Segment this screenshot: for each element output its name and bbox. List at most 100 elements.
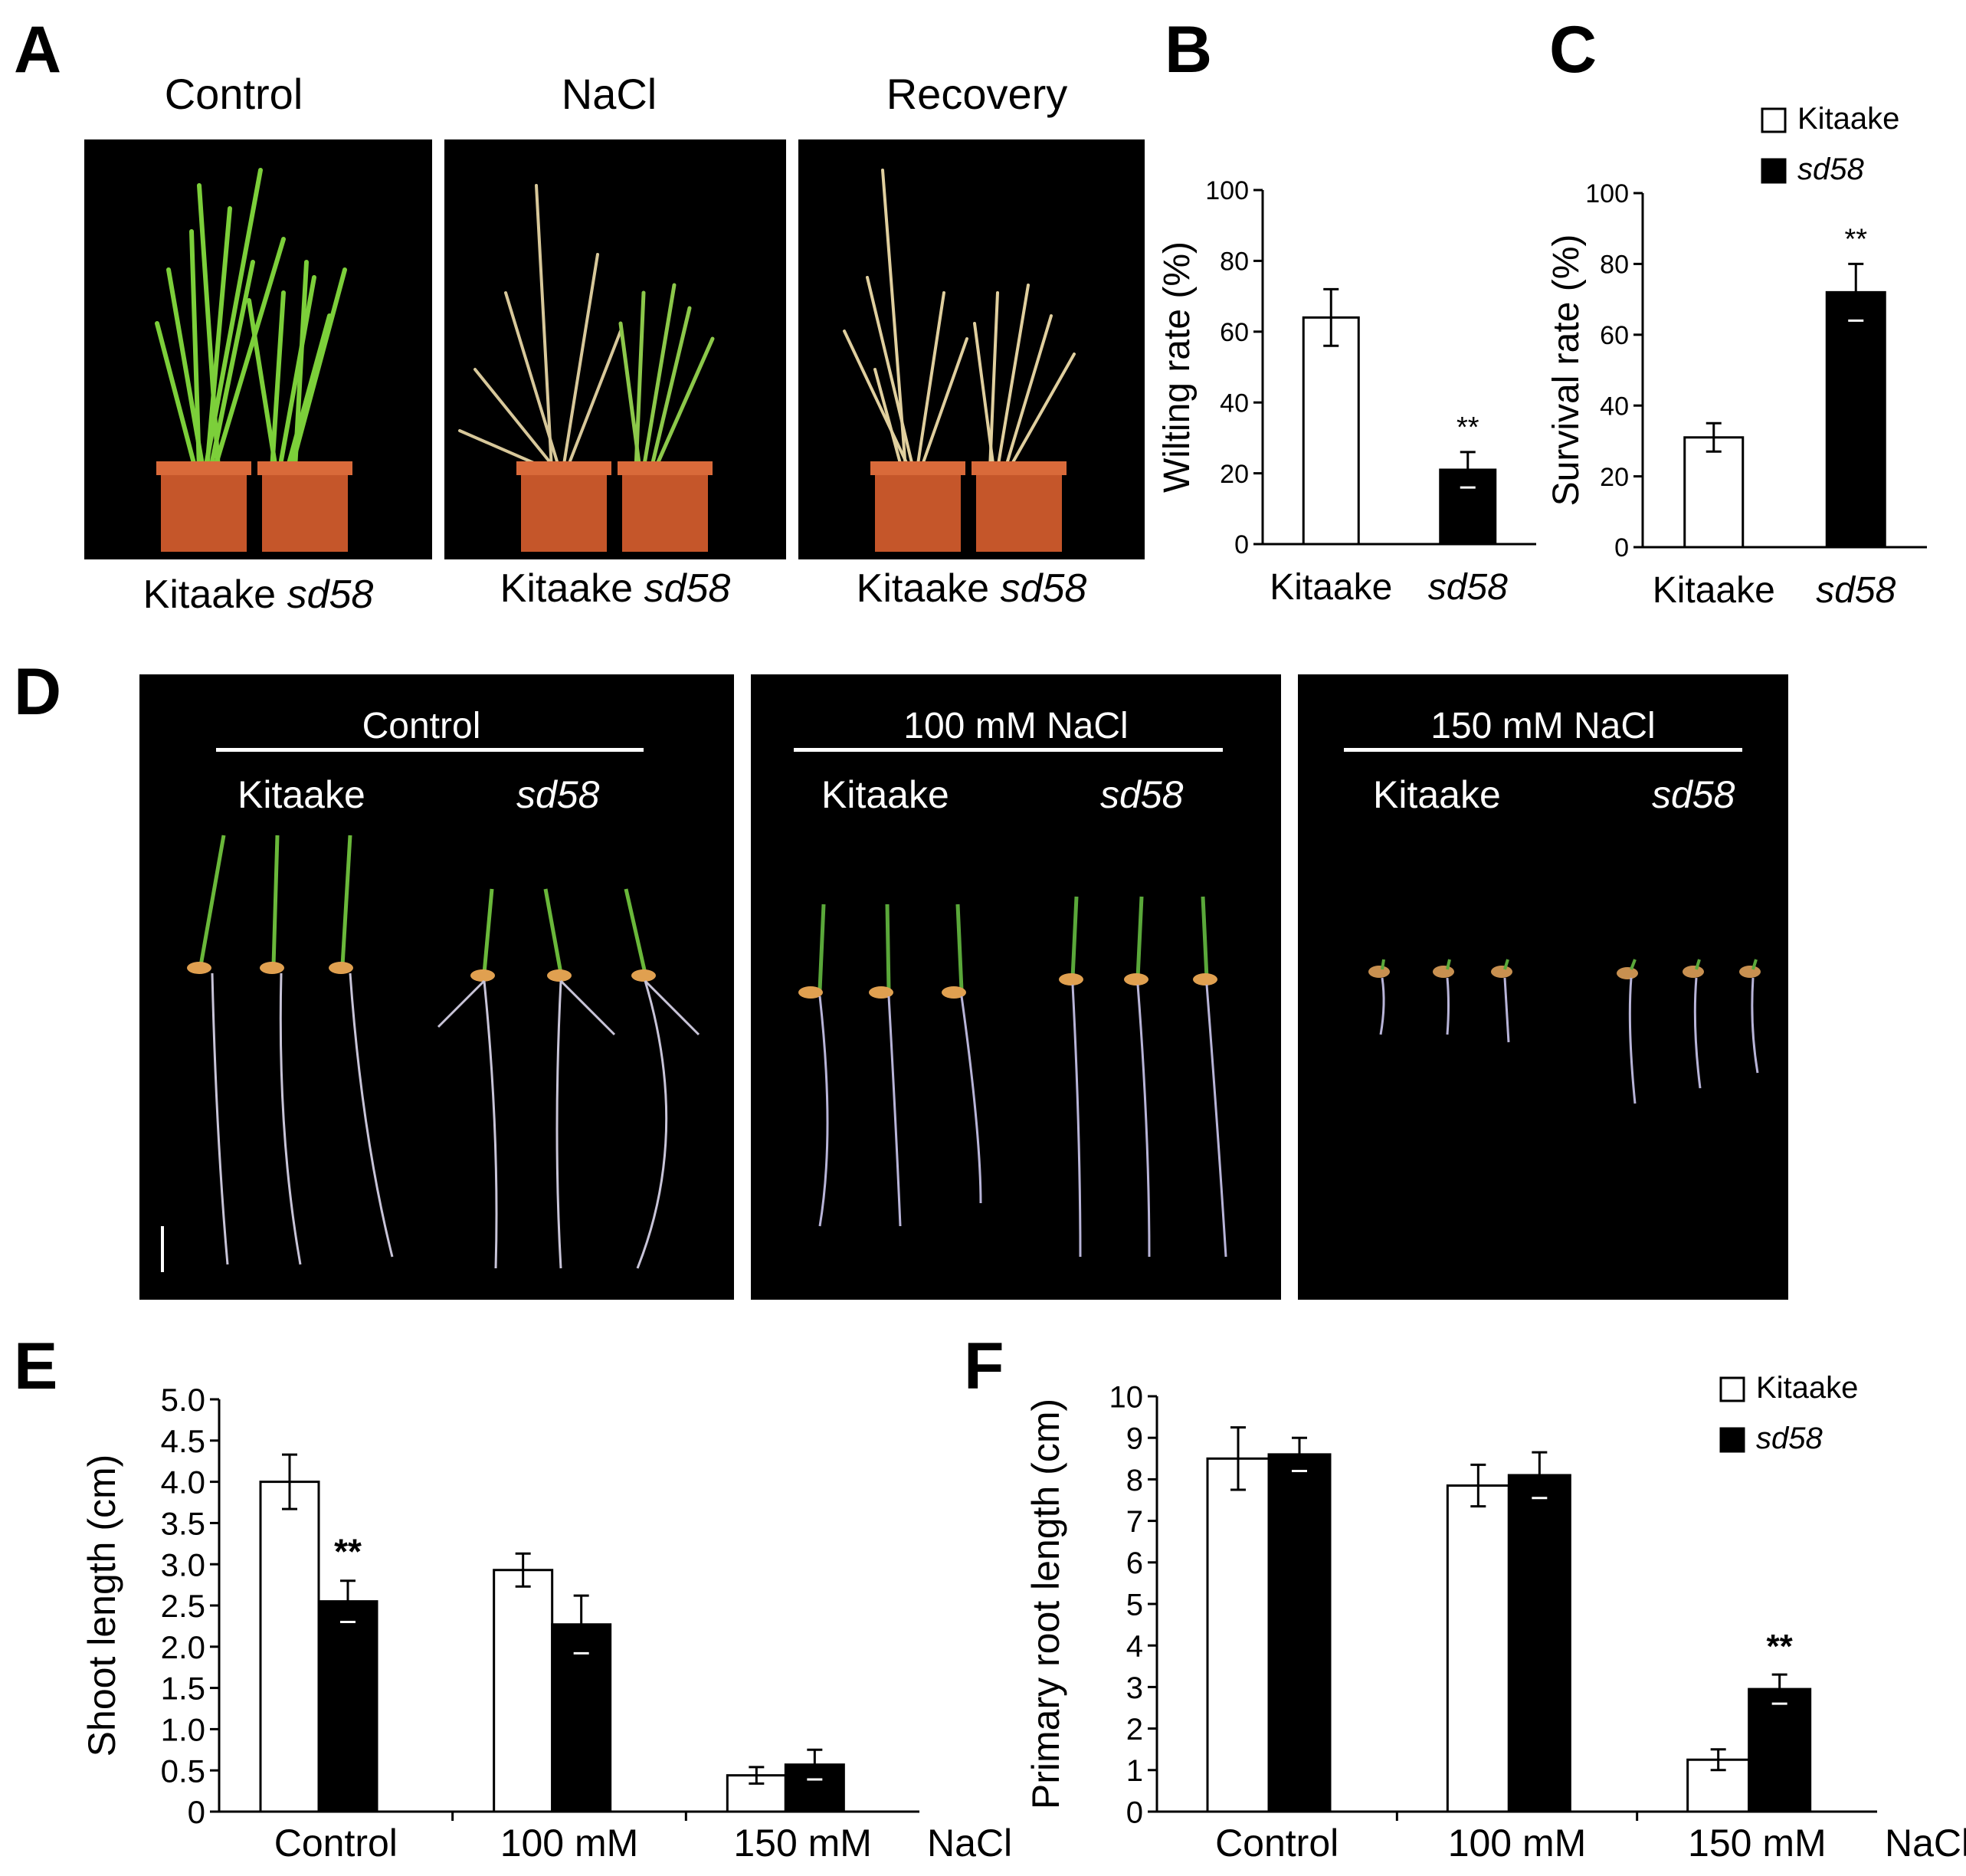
- panel-a-photo-recovery: [798, 139, 1145, 559]
- y-tick-label: 0: [1126, 1796, 1143, 1829]
- legend-label: Kitaake: [1797, 102, 1899, 136]
- recovery-plants-image: [843, 169, 1076, 552]
- panel-d-photo-150mm: 150 mM NaCl Kitaake sd58: [1298, 674, 1788, 1300]
- y-tick-label: 2.5: [161, 1588, 205, 1624]
- bar-sd58: [551, 1623, 612, 1813]
- genotype-wt-label: Kitaake: [143, 572, 277, 617]
- y-tick-label: 2.0: [161, 1629, 205, 1665]
- y-tick-label: 60: [1600, 321, 1629, 350]
- y-tick-label: 0: [1614, 533, 1629, 562]
- genotype-wt-label: Kitaake: [821, 773, 949, 816]
- x-tick-label: 100 mM: [1448, 1822, 1587, 1865]
- panel-d-title-150mm: 150 mM NaCl: [1430, 706, 1656, 746]
- bar-Kitaake: [259, 1481, 320, 1813]
- panel-letter-b: B: [1165, 13, 1213, 87]
- x-tick-label: sd58: [1428, 567, 1508, 608]
- nacl-plants-image: [458, 184, 715, 552]
- y-axis-label: Primary root length (cm): [1027, 1399, 1067, 1809]
- y-tick-label: 40: [1220, 389, 1249, 418]
- nacl-100-seedlings-image: [798, 896, 1227, 1258]
- y-tick-label: 3.5: [161, 1506, 205, 1542]
- x-tick-label: 100 mM: [500, 1822, 639, 1865]
- underline: [1344, 748, 1742, 752]
- panel-a-caption-recovery: Kitaake sd58: [798, 566, 1145, 612]
- panel-a-title-nacl: NaCl: [561, 70, 657, 118]
- bar-Kitaake: [493, 1569, 554, 1813]
- chart-survival-rate: 0 20 40 60 80 100 Survival rate (%) Kitaake ** sd…: [1546, 102, 1927, 611]
- bar-sd58: [1748, 1687, 1812, 1813]
- genotype-mut-label: sd58: [287, 572, 374, 617]
- nacl-150-seedlings-image: [1368, 959, 1761, 1104]
- panel-a-photo-nacl: [444, 139, 786, 559]
- significance-mark: **: [1456, 412, 1479, 444]
- x-tick-label: 150 mM: [1688, 1822, 1827, 1865]
- y-tick-label: 80: [1220, 248, 1249, 277]
- y-tick-label: 0.5: [161, 1753, 205, 1789]
- y-tick-label: 10: [1109, 1380, 1144, 1414]
- y-tick-label: 6: [1126, 1546, 1143, 1580]
- control-seedlings-image: [161, 835, 700, 1272]
- y-tick-label: 9: [1126, 1422, 1143, 1456]
- legend-swatch: [1719, 1427, 1745, 1453]
- panel-letter-c: C: [1549, 13, 1597, 87]
- y-tick-label: 5: [1126, 1588, 1143, 1622]
- bar-Kitaake: [1446, 1484, 1510, 1813]
- genotype-wt-label: Kitaake: [500, 566, 634, 611]
- y-tick-label: 4.5: [161, 1423, 205, 1459]
- panel-d-title-100mm: 100 mM NaCl: [903, 706, 1129, 746]
- y-tick-label: 3.0: [161, 1546, 205, 1582]
- x-tick-label: 150 mM: [733, 1822, 872, 1865]
- bar-sd58: [1507, 1474, 1571, 1813]
- y-tick-label: 3: [1126, 1671, 1143, 1705]
- chart-shoot-length: 0 0.5 1.0 1.5 2.0 2.5 3.0 3.5 4.0 4.5 5.0 Shoot len…: [84, 1382, 1012, 1865]
- legend-swatch: [1761, 158, 1787, 184]
- y-tick-label: 8: [1126, 1464, 1143, 1497]
- bar-sd58: [1267, 1453, 1332, 1813]
- x-tick-label: Control: [1215, 1822, 1339, 1865]
- bar-Kitaake: [1302, 316, 1360, 546]
- legend-label: sd58: [1797, 153, 1864, 186]
- y-tick-label: 1.0: [161, 1712, 205, 1748]
- panel-letter-d: D: [14, 655, 62, 729]
- y-tick-label: 0: [1234, 530, 1249, 559]
- control-plants-image: [155, 168, 352, 552]
- panel-letter-f: F: [964, 1330, 1004, 1403]
- panel-a-caption-nacl: Kitaake sd58: [444, 566, 786, 612]
- y-tick-label: 20: [1600, 463, 1629, 492]
- genotype-wt-label: Kitaake: [856, 566, 990, 611]
- genotype-mut-label: sd58: [1000, 566, 1087, 611]
- legend-swatch: [1719, 1376, 1745, 1402]
- bar-sd58: [317, 1600, 378, 1813]
- genotype-wt-label: Kitaake: [238, 773, 365, 816]
- genotype-wt-label: Kitaake: [1373, 773, 1501, 816]
- panel-letter-e: E: [14, 1330, 58, 1403]
- bar-Kitaake: [1683, 436, 1745, 549]
- underline: [794, 748, 1223, 752]
- significance-mark: **: [334, 1532, 362, 1572]
- y-tick-label: 40: [1600, 392, 1629, 421]
- genotype-mut-label: sd58: [1652, 773, 1735, 816]
- y-tick-label: 5.0: [161, 1382, 205, 1418]
- x-tick-label: Kitaake: [1653, 570, 1775, 611]
- panel-a-photo-control: [84, 139, 432, 559]
- x-tick-label: Kitaake: [1270, 567, 1392, 608]
- y-axis-label: Survival rate (%): [1546, 235, 1587, 507]
- y-tick-label: 4.0: [161, 1464, 205, 1500]
- y-tick-label: 20: [1220, 460, 1249, 489]
- genotype-mut-label: sd58: [1100, 773, 1184, 816]
- y-tick-label: 1.5: [161, 1671, 205, 1707]
- y-tick-label: 0: [188, 1794, 205, 1830]
- y-tick-label: 100: [1585, 179, 1629, 208]
- y-tick-label: 80: [1600, 251, 1629, 280]
- y-axis-label: Wilting rate (%): [1157, 241, 1198, 493]
- genotype-mut-label: sd58: [644, 566, 731, 611]
- panel-a-title-control: Control: [164, 70, 303, 118]
- x-axis-unit-label: NaCl: [1885, 1822, 1966, 1865]
- y-tick-label: 1: [1126, 1754, 1143, 1788]
- panel-a-caption-control: Kitaake sd58: [84, 572, 432, 618]
- bar-Kitaake: [1206, 1457, 1270, 1813]
- panel-d-title-control: Control: [362, 706, 481, 746]
- panel-d-photo-100mm: 100 mM NaCl Kitaake sd58: [751, 674, 1281, 1300]
- underline: [216, 748, 644, 752]
- chart-wilting-rate: 0 20 40 60 80 100 Wilting rate (%) Kitaake ** sd5…: [1157, 176, 1536, 608]
